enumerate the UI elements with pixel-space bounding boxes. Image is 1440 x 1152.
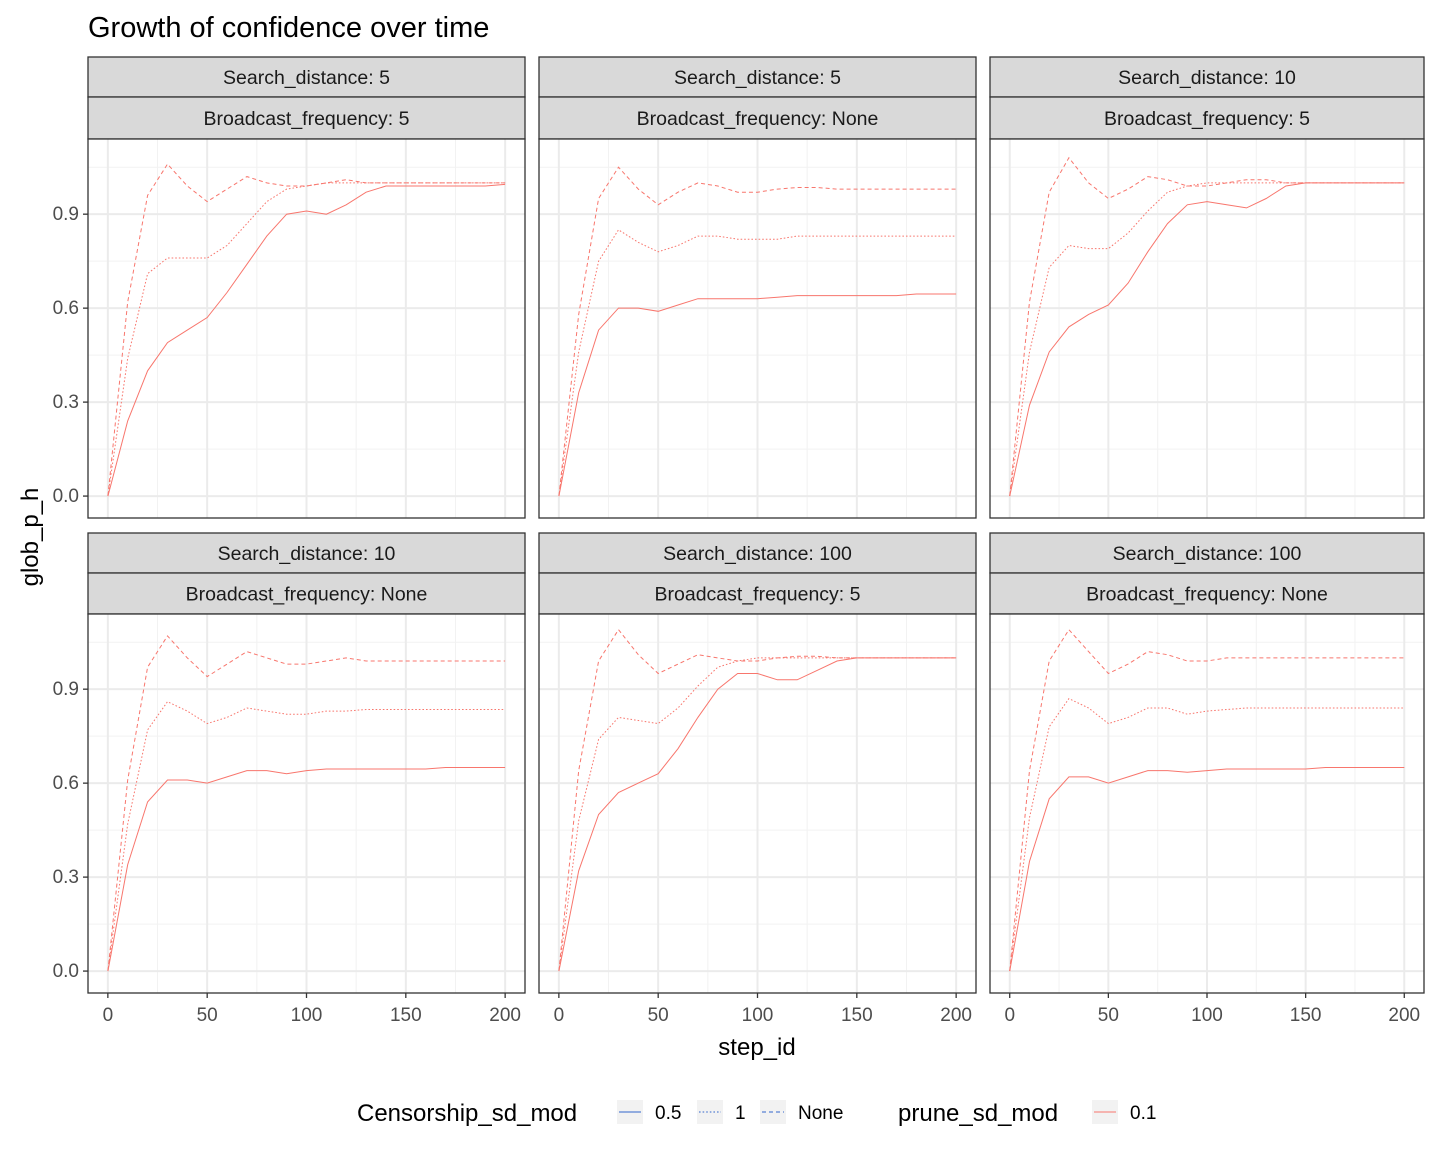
x-tick-label: 100 [742,1005,774,1026]
series-line-dotted [558,657,957,972]
strip-box [538,56,977,98]
facet-panel: Search_distance: 100 Broadcast_frequency:… [538,532,977,1026]
series-line-solid [107,767,506,972]
panel-border [87,138,526,519]
legend-label: 1 [735,1103,746,1124]
facet-panel: Search_distance: 5 Broadcast_frequency: N… [538,56,977,519]
facet-panel: Search_distance: 10 Broadcast_frequency: … [989,56,1425,519]
y-axis-title: glob_p_h [17,488,44,587]
strip-label-broadcast-frequency: Broadcast_frequency: None [637,108,879,130]
strip-box [989,56,1425,98]
legend-title: prune_sd_mod [898,1100,1058,1127]
x-tick-label: 100 [291,1005,323,1026]
strip-label-search-distance: Search_distance: 100 [663,543,852,565]
x-tick-label: 50 [1098,1005,1119,1026]
strip-box [87,532,526,574]
series-line-dotted [1009,697,1405,972]
x-tick-label: 150 [390,1005,422,1026]
strip-box [538,96,977,140]
strip-label-broadcast-frequency: Broadcast_frequency: 5 [655,584,861,606]
strip-label-search-distance: Search_distance: 10 [1118,67,1296,89]
y-tick-label: 0.0 [53,961,79,982]
series-line-dashed [558,628,957,972]
strip-label-broadcast-frequency: Broadcast_frequency: 5 [1104,108,1310,130]
x-tick-label: 100 [1191,1005,1223,1026]
x-tick-label: 200 [940,1005,972,1026]
facet-panel: Search_distance: 5 Broadcast_frequency: 5… [53,56,526,519]
series-line-solid [558,293,957,497]
y-tick-label: 0.3 [53,867,79,888]
strip-label-search-distance: Search_distance: 100 [1113,543,1302,565]
y-tick-label: 0.9 [53,204,79,225]
panel-border [989,138,1425,519]
facet-panel: Search_distance: 10 Broadcast_frequency: … [53,532,526,1026]
strip-label-broadcast-frequency: Broadcast_frequency: None [1086,584,1328,606]
series-line-dashed [558,166,957,497]
x-tick-label: 0 [554,1005,565,1026]
y-tick-label: 0.6 [53,773,79,794]
series-line-dotted [1009,182,1405,497]
x-axis-title: step_id [718,1034,795,1061]
y-tick-label: 0.3 [53,392,79,413]
x-tick-label: 50 [197,1005,218,1026]
strip-box [87,96,526,140]
x-tick-label: 50 [648,1005,669,1026]
strip-label-search-distance: Search_distance: 5 [223,67,390,89]
strip-label-broadcast-frequency: Broadcast_frequency: 5 [204,108,410,130]
series-line-solid [107,183,506,497]
series-line-dashed [107,635,506,972]
chart-title: Growth of confidence over time [88,12,489,44]
strip-box [87,572,526,615]
strip-label-broadcast-frequency: Broadcast_frequency: None [186,584,428,606]
strip-box [538,532,977,574]
x-tick-label: 0 [1004,1005,1015,1026]
strip-box [87,56,526,98]
legend: Censorship_sd_mod 0.5 1 None prune_sd_mod 0.1 [357,1100,1156,1127]
x-tick-label: 200 [1388,1005,1420,1026]
series-line-solid [1009,767,1405,972]
facet-panel: Search_distance: 100 Broadcast_frequency:… [989,532,1425,1026]
legend-label: None [798,1103,843,1124]
legend-label: 0.5 [655,1103,681,1124]
panel-border [538,138,977,519]
legend-label: 0.1 [1130,1103,1156,1124]
x-tick-label: 200 [489,1005,521,1026]
x-tick-label: 0 [103,1005,114,1026]
x-tick-label: 150 [1290,1005,1322,1026]
y-tick-label: 0.0 [53,486,79,507]
y-tick-label: 0.9 [53,679,79,700]
strip-box [989,96,1425,140]
strip-box [989,572,1425,615]
series-line-dashed [107,163,506,497]
strip-label-search-distance: Search_distance: 5 [674,67,841,89]
series-line-dashed [1009,628,1405,972]
facet-panels: Search_distance: 5 Broadcast_frequency: 5… [53,56,1425,1026]
strip-label-search-distance: Search_distance: 10 [218,543,396,565]
legend-title: Censorship_sd_mod [357,1100,577,1127]
x-tick-label: 150 [841,1005,873,1026]
y-tick-label: 0.6 [53,298,79,319]
